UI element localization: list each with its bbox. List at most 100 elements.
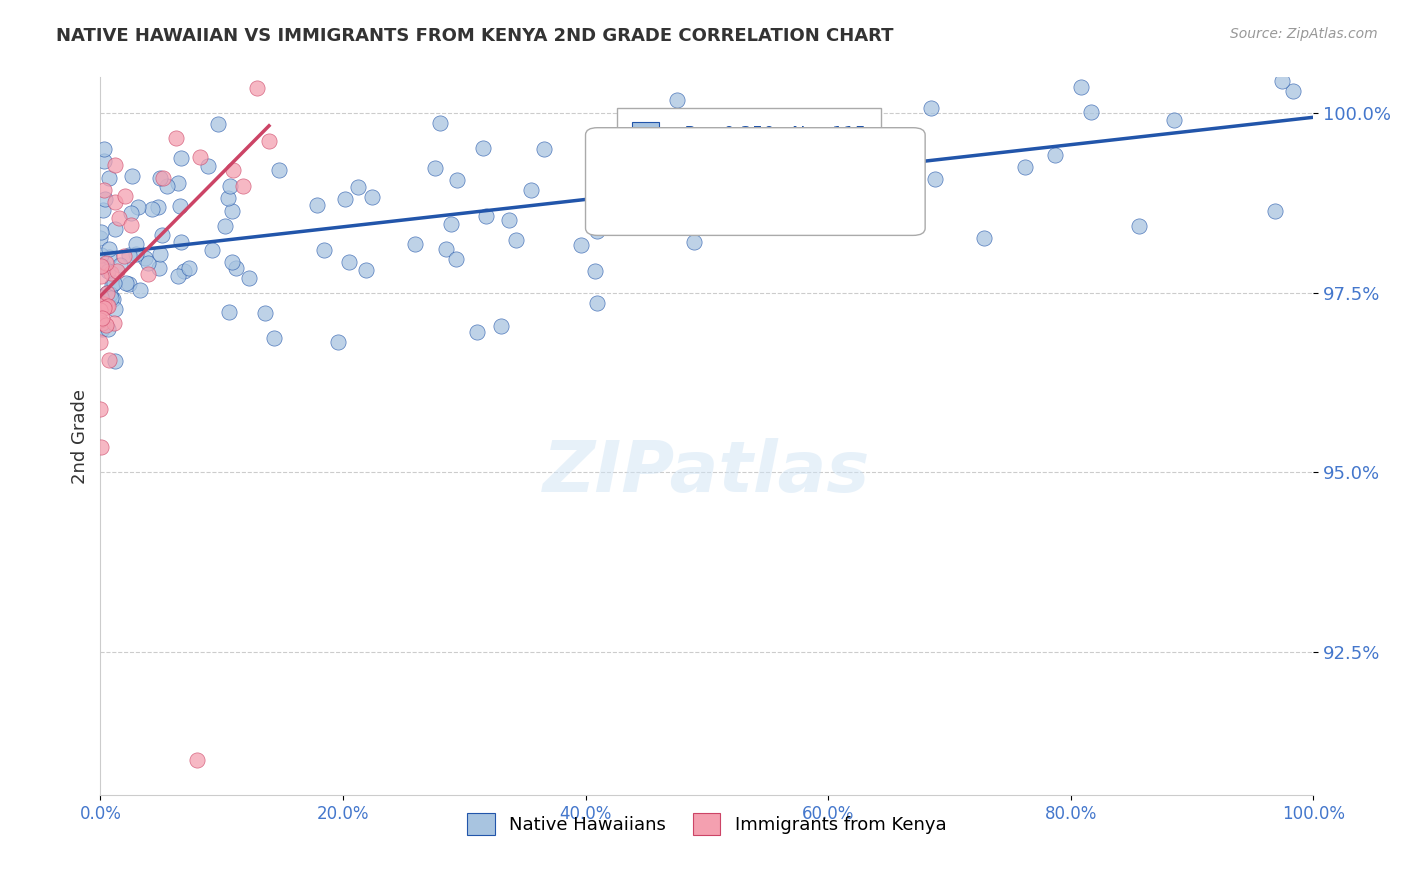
Point bbox=[586, 223, 609, 237]
Point bbox=[810, 121, 832, 136]
Point bbox=[1281, 84, 1303, 98]
Point bbox=[120, 218, 142, 232]
Point bbox=[636, 154, 658, 169]
Point bbox=[825, 193, 848, 207]
Point bbox=[94, 256, 117, 270]
Point bbox=[169, 199, 191, 213]
Point bbox=[93, 260, 115, 274]
Point bbox=[136, 268, 159, 282]
Point bbox=[924, 172, 946, 186]
Point bbox=[149, 170, 172, 185]
Point bbox=[474, 209, 496, 223]
Point bbox=[1080, 105, 1102, 120]
Point bbox=[520, 183, 543, 197]
Point bbox=[125, 247, 148, 261]
Point bbox=[434, 243, 457, 257]
Point bbox=[118, 277, 141, 292]
Point bbox=[170, 235, 193, 249]
Point bbox=[307, 198, 329, 212]
Point bbox=[221, 254, 243, 268]
Point bbox=[238, 271, 260, 285]
Point bbox=[1060, 53, 1083, 67]
Point bbox=[108, 211, 131, 226]
Point bbox=[253, 306, 276, 320]
Point bbox=[232, 179, 254, 194]
FancyBboxPatch shape bbox=[585, 128, 925, 235]
Point bbox=[91, 203, 114, 218]
Point bbox=[97, 322, 120, 336]
Point bbox=[727, 180, 749, 194]
Point bbox=[104, 195, 127, 210]
Point bbox=[136, 256, 159, 270]
Point bbox=[326, 334, 349, 349]
Point bbox=[465, 325, 488, 339]
Point bbox=[1128, 219, 1150, 233]
Point bbox=[1264, 204, 1286, 219]
Point bbox=[166, 176, 188, 190]
Point bbox=[1043, 148, 1066, 162]
Point bbox=[346, 180, 368, 194]
Point bbox=[599, 169, 621, 184]
Point bbox=[96, 299, 118, 313]
Point bbox=[197, 159, 219, 173]
Point bbox=[444, 252, 467, 267]
Point bbox=[98, 352, 121, 367]
Point bbox=[128, 283, 150, 297]
Y-axis label: 2nd Grade: 2nd Grade bbox=[72, 389, 89, 484]
Point bbox=[1014, 160, 1036, 174]
Point bbox=[93, 154, 115, 169]
Point bbox=[263, 331, 285, 345]
Point bbox=[93, 142, 115, 156]
Point bbox=[103, 316, 125, 330]
Point bbox=[98, 286, 121, 301]
Point bbox=[104, 158, 127, 172]
Point bbox=[105, 264, 128, 278]
Point bbox=[112, 249, 135, 263]
Point bbox=[89, 313, 111, 327]
Point bbox=[179, 260, 201, 275]
Point bbox=[93, 296, 115, 310]
Point bbox=[569, 237, 592, 252]
Point bbox=[1163, 112, 1185, 127]
Point bbox=[423, 161, 446, 176]
Point bbox=[665, 93, 688, 107]
Point bbox=[207, 117, 229, 131]
Point bbox=[489, 319, 512, 334]
Point bbox=[104, 353, 127, 368]
Point bbox=[920, 101, 942, 115]
Point bbox=[190, 57, 212, 71]
Point bbox=[108, 258, 131, 272]
Point bbox=[96, 318, 118, 332]
Point bbox=[973, 231, 995, 245]
Point bbox=[219, 178, 242, 193]
Point bbox=[339, 255, 361, 269]
Point bbox=[150, 228, 173, 243]
Point bbox=[104, 302, 127, 317]
Point bbox=[891, 141, 914, 155]
Point bbox=[120, 205, 142, 219]
Point bbox=[173, 264, 195, 278]
Point bbox=[117, 247, 139, 261]
Point bbox=[91, 316, 114, 330]
Point bbox=[90, 290, 112, 304]
Point bbox=[201, 243, 224, 257]
Point bbox=[214, 219, 236, 234]
Point bbox=[335, 192, 357, 206]
Point bbox=[690, 137, 713, 152]
Point bbox=[498, 212, 520, 227]
Point bbox=[225, 261, 247, 276]
Point bbox=[90, 269, 112, 284]
Point bbox=[114, 277, 136, 291]
Point bbox=[267, 162, 290, 177]
Point bbox=[440, 217, 463, 231]
Point bbox=[246, 80, 269, 95]
Point bbox=[90, 247, 112, 261]
Point bbox=[505, 233, 527, 247]
Point bbox=[156, 179, 179, 194]
Point bbox=[1070, 80, 1092, 95]
Point bbox=[221, 203, 243, 218]
Text: ZIPatlas: ZIPatlas bbox=[543, 438, 870, 507]
Point bbox=[89, 231, 111, 245]
Point bbox=[90, 310, 112, 325]
Point bbox=[93, 299, 115, 313]
